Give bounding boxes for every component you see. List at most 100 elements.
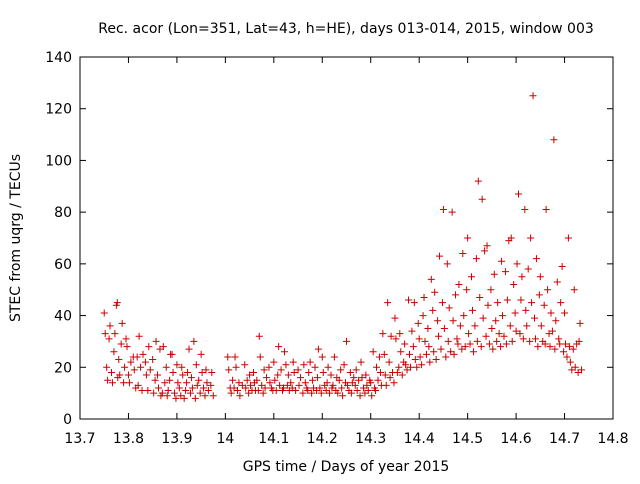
- data-point-marker: [103, 363, 111, 371]
- data-point-marker: [353, 387, 361, 395]
- data-point-marker: [175, 384, 183, 392]
- data-point-marker: [541, 340, 549, 348]
- data-point-marker: [472, 255, 480, 263]
- data-point-marker: [426, 358, 434, 366]
- data-point-marker: [192, 361, 200, 369]
- data-point-marker: [182, 387, 190, 395]
- data-point-marker: [384, 299, 392, 307]
- data-point-marker: [277, 366, 285, 374]
- y-tick-label: 20: [54, 360, 72, 376]
- data-point-marker: [259, 389, 267, 397]
- data-point-marker: [154, 371, 162, 379]
- data-point-marker: [411, 356, 419, 364]
- data-point-marker: [524, 265, 532, 273]
- data-point-marker: [418, 361, 426, 369]
- data-point-marker: [152, 337, 160, 345]
- data-point-marker: [510, 281, 518, 289]
- data-point-marker: [537, 322, 545, 330]
- data-point-marker: [455, 281, 463, 289]
- data-point-marker: [173, 361, 181, 369]
- data-point-marker: [159, 343, 167, 351]
- data-point-marker: [247, 381, 255, 389]
- data-point-marker: [256, 353, 264, 361]
- data-point-marker: [499, 312, 507, 320]
- data-point-marker: [424, 325, 432, 332]
- data-point-marker: [290, 368, 298, 376]
- data-point-marker: [270, 358, 278, 366]
- data-point-marker: [227, 389, 235, 397]
- data-point-marker: [343, 337, 350, 345]
- data-point-marker: [144, 387, 152, 395]
- data-point-marker: [452, 291, 460, 299]
- data-point-marker: [204, 387, 212, 395]
- data-point-marker: [431, 288, 439, 296]
- data-point-marker: [445, 304, 453, 312]
- data-point-marker: [337, 366, 345, 374]
- data-point-marker: [511, 309, 519, 317]
- data-point-marker: [497, 343, 505, 351]
- data-point-marker: [191, 394, 199, 402]
- data-point-marker: [339, 392, 347, 400]
- data-point-marker: [249, 368, 257, 376]
- data-point-marker: [356, 392, 364, 400]
- data-point-marker: [495, 330, 503, 338]
- y-tick-label: 40: [54, 309, 72, 325]
- data-point-marker: [274, 371, 282, 379]
- data-point-marker: [501, 268, 509, 276]
- data-point-marker: [460, 312, 468, 320]
- data-point-marker: [134, 381, 142, 389]
- data-point-marker: [186, 389, 194, 397]
- data-point-marker: [233, 387, 241, 395]
- data-point-marker: [338, 384, 346, 392]
- data-point-marker: [196, 389, 204, 397]
- data-point-marker: [275, 343, 283, 351]
- data-point-marker: [531, 335, 539, 343]
- data-point-marker: [569, 345, 577, 353]
- data-point-marker: [255, 332, 263, 340]
- data-point-marker: [471, 322, 479, 330]
- data-point-marker: [527, 234, 535, 242]
- data-point-marker: [483, 242, 491, 250]
- data-point-marker: [324, 363, 332, 371]
- data-point-marker: [534, 343, 542, 351]
- data-point-marker: [162, 363, 170, 371]
- data-point-marker: [149, 356, 157, 364]
- data-point-marker: [518, 273, 526, 281]
- data-point-marker: [311, 363, 319, 371]
- data-point-marker: [436, 252, 444, 260]
- x-tick-label: 14.4: [404, 431, 435, 447]
- data-point-marker: [225, 366, 233, 374]
- data-point-marker: [334, 389, 342, 397]
- data-point-marker: [528, 299, 536, 307]
- data-point-marker: [296, 374, 304, 382]
- data-point-marker: [490, 270, 498, 278]
- data-point-marker: [453, 335, 461, 343]
- data-point-marker: [390, 379, 398, 387]
- data-point-marker: [484, 301, 492, 309]
- data-point-marker: [463, 286, 471, 294]
- data-point-marker: [306, 358, 314, 366]
- x-tick-label: 14.8: [597, 431, 628, 447]
- data-point-marker: [113, 299, 121, 307]
- data-point-marker: [408, 327, 416, 335]
- data-point-marker: [367, 379, 375, 387]
- data-point-marker: [550, 136, 558, 144]
- x-tick-label: 13.7: [64, 431, 95, 447]
- data-point-marker: [208, 368, 216, 376]
- data-point-marker: [544, 286, 552, 294]
- data-point-marker: [555, 335, 563, 343]
- data-point-marker: [280, 348, 288, 356]
- data-point-marker: [476, 293, 484, 301]
- data-point-marker: [521, 206, 529, 214]
- data-point-marker: [551, 345, 559, 353]
- data-point-marker: [487, 286, 495, 294]
- data-point-marker: [326, 389, 334, 397]
- x-tick-label: 14.5: [452, 431, 483, 447]
- data-point-marker: [482, 332, 490, 340]
- data-point-marker: [319, 368, 327, 376]
- data-point-marker: [552, 317, 560, 325]
- data-markers: [100, 92, 586, 402]
- axes: 13.7 13.8 13.9 14 14.1 14.2 14.3 14.4 14.5 14.6 14…: [45, 50, 628, 447]
- data-point-marker: [409, 343, 417, 351]
